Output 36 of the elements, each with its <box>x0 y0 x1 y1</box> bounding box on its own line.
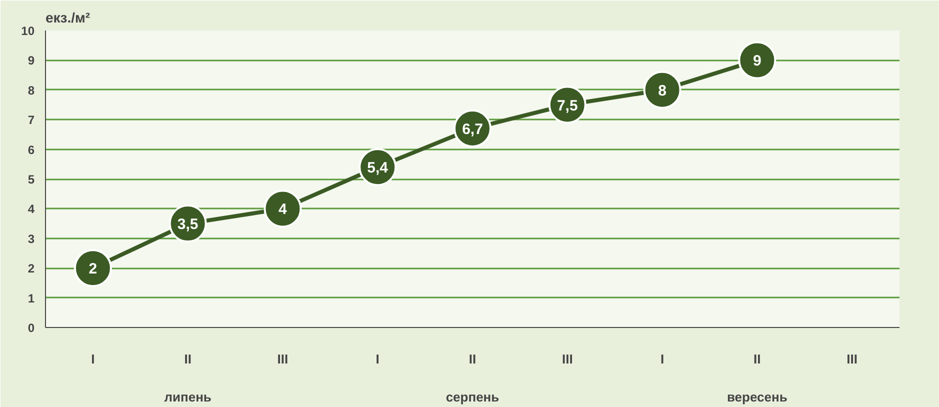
data-label: 6,7 <box>462 121 483 138</box>
y-axis-title: екз./м² <box>46 10 90 26</box>
data-label: 7,5 <box>556 97 578 114</box>
x-tick-label: I <box>91 352 95 366</box>
point <box>264 190 302 228</box>
point <box>643 70 682 109</box>
y-tick-label: 10 <box>21 24 35 38</box>
data-label: 9 <box>752 52 762 70</box>
text: липень <box>164 390 212 404</box>
x-tick-label: II <box>754 352 761 366</box>
point <box>74 249 112 288</box>
data-label: 5,4 <box>367 160 389 177</box>
text: серпень <box>446 390 500 404</box>
data-label: 8 <box>658 82 666 100</box>
x-tick-label: III <box>846 352 858 366</box>
y-tick-label: 4 <box>28 202 35 216</box>
x-tick-label: II <box>184 352 192 366</box>
x-tick-label: I <box>660 352 664 366</box>
y-tick-label: 9 <box>28 54 35 68</box>
y-tick-label: 3 <box>28 232 35 246</box>
data-label: 4 <box>278 201 288 218</box>
y-tick-label: 2 <box>28 262 35 276</box>
data-label: 2 <box>88 260 98 278</box>
x-tick-label: III <box>562 352 573 366</box>
y-tick-label: 0 <box>28 321 35 335</box>
y-tick-label: 1 <box>28 291 35 306</box>
data-label: 3,5 <box>177 216 198 234</box>
x-tick-label: II <box>468 352 476 366</box>
point <box>738 41 776 80</box>
x-tick-label: I <box>376 352 380 366</box>
y-tick-label: 6 <box>28 142 35 157</box>
x-tick-label: III <box>277 352 288 366</box>
y-tick-label: 8 <box>28 83 35 98</box>
y-tick-label: 7 <box>28 113 35 128</box>
text: вересень <box>726 390 788 404</box>
y-tick-label: 5 <box>28 172 35 186</box>
